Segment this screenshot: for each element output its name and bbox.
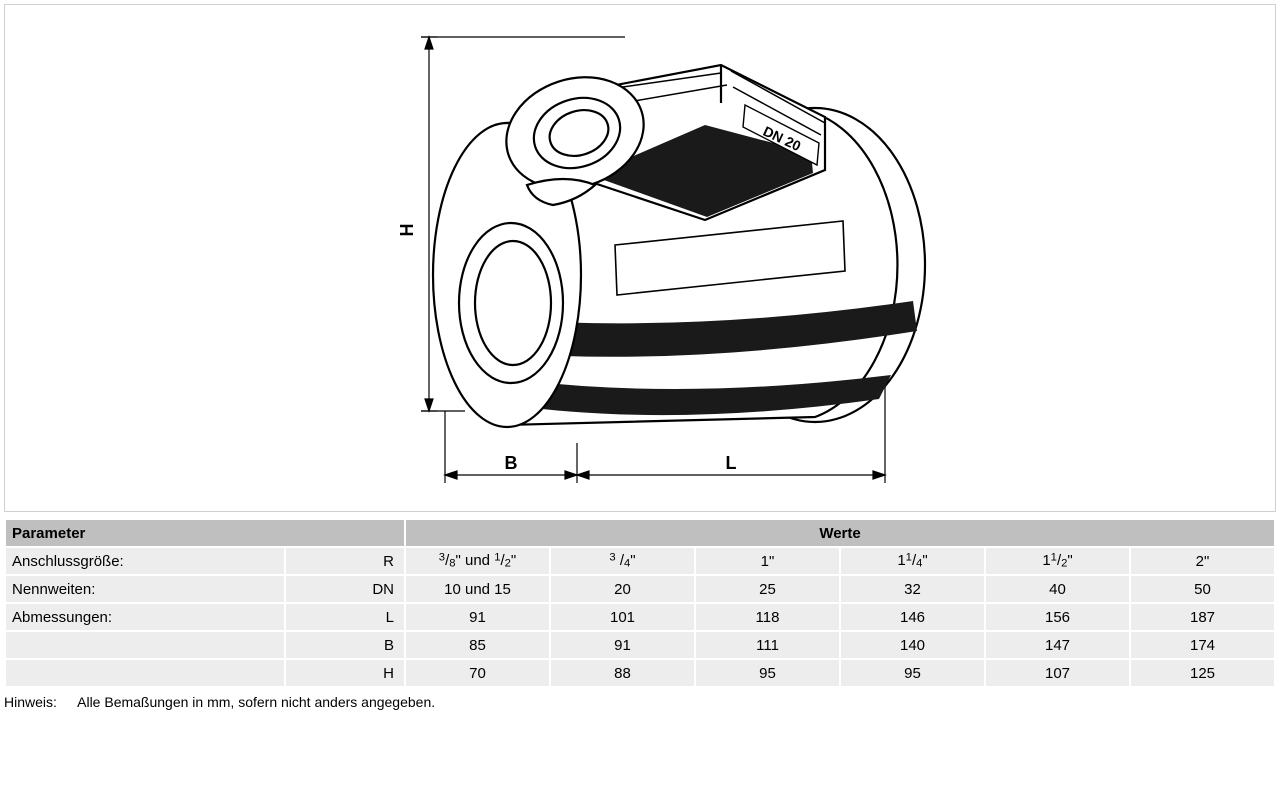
note: Hinweis: Alle Bemaßungen in mm, sofern n…: [4, 694, 1276, 710]
value-cell: 50: [1130, 575, 1275, 603]
value-cell: 32: [840, 575, 985, 603]
value-cell: 101: [550, 603, 695, 631]
row-label: Nennweiten:: [5, 575, 285, 603]
value-cell: 20: [550, 575, 695, 603]
row-symbol: L: [285, 603, 405, 631]
row-label: [5, 631, 285, 659]
value-cell: 147: [985, 631, 1130, 659]
row-label: Abmessungen:: [5, 603, 285, 631]
value-cell: 11/2": [985, 547, 1130, 575]
value-cell: 140: [840, 631, 985, 659]
value-cell: 2": [1130, 547, 1275, 575]
table-row: Abmessungen:L91101118146156187: [5, 603, 1275, 631]
value-cell: 111: [695, 631, 840, 659]
dim-label-h: H: [397, 224, 417, 237]
header-values: Werte: [405, 519, 1275, 547]
row-symbol: R: [285, 547, 405, 575]
value-cell: 40: [985, 575, 1130, 603]
value-cell: 91: [405, 603, 550, 631]
table-header-row: Parameter Werte: [5, 519, 1275, 547]
value-cell: 3 /4": [550, 547, 695, 575]
value-cell: 146: [840, 603, 985, 631]
value-cell: 25: [695, 575, 840, 603]
header-parameter: Parameter: [5, 519, 405, 547]
value-cell: 70: [405, 659, 550, 687]
dim-label-b: B: [505, 453, 518, 473]
value-cell: 125: [1130, 659, 1275, 687]
table-row: Nennweiten:DN10 und 152025324050: [5, 575, 1275, 603]
value-cell: 88: [550, 659, 695, 687]
table-row: Anschlussgröße:R3/8" und 1/2"3 /4"1"11/4…: [5, 547, 1275, 575]
value-cell: 95: [695, 659, 840, 687]
note-label: Hinweis:: [4, 694, 74, 710]
value-cell: 107: [985, 659, 1130, 687]
value-cell: 95: [840, 659, 985, 687]
table-row: B8591111140147174: [5, 631, 1275, 659]
value-cell: 1": [695, 547, 840, 575]
value-cell: 118: [695, 603, 840, 631]
value-cell: 3/8" und 1/2": [405, 547, 550, 575]
value-cell: 91: [550, 631, 695, 659]
dim-label-l: L: [726, 453, 737, 473]
technical-diagram: H B L: [4, 4, 1276, 512]
value-cell: 174: [1130, 631, 1275, 659]
value-cell: 11/4": [840, 547, 985, 575]
value-cell: 85: [405, 631, 550, 659]
table-row: H70889595107125: [5, 659, 1275, 687]
row-label: Anschlussgröße:: [5, 547, 285, 575]
row-symbol: B: [285, 631, 405, 659]
note-text: Alle Bemaßungen in mm, sofern nicht ande…: [77, 694, 435, 710]
value-cell: 187: [1130, 603, 1275, 631]
value-cell: 156: [985, 603, 1130, 631]
row-symbol: H: [285, 659, 405, 687]
row-symbol: DN: [285, 575, 405, 603]
dimensions-table: Parameter Werte Anschlussgröße:R3/8" und…: [4, 518, 1276, 688]
value-cell: 10 und 15: [405, 575, 550, 603]
row-label: [5, 659, 285, 687]
